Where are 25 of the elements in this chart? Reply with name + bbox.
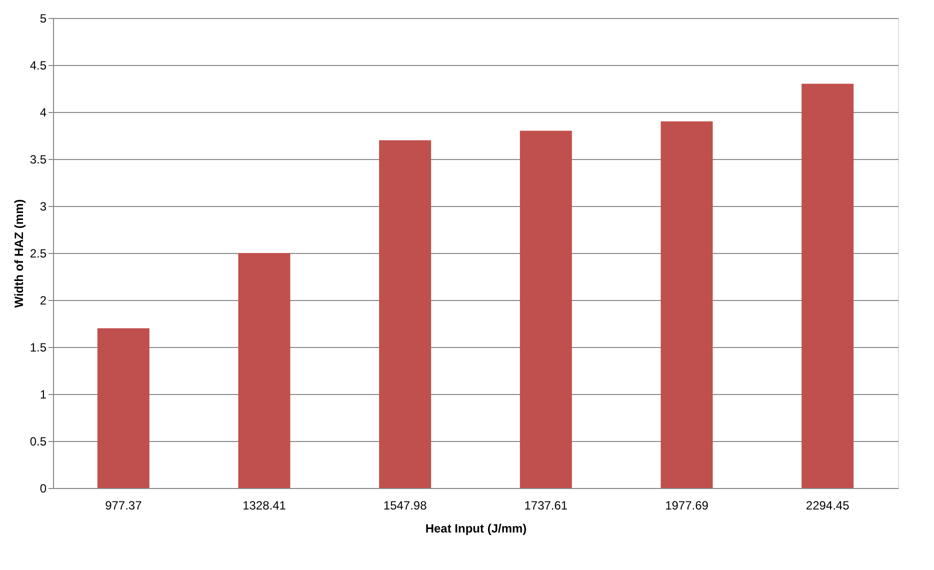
y-tick-label: 2 <box>40 294 47 308</box>
x-tick-label: 1977.69 <box>665 498 709 512</box>
bar <box>520 130 572 488</box>
y-tick-label: 0 <box>40 482 47 496</box>
x-tick-label: 2294.45 <box>806 498 850 512</box>
x-tick-label: 977.37 <box>105 498 142 512</box>
x-tick-label: 1737.61 <box>524 498 568 512</box>
y-tick-label: 4 <box>40 106 47 120</box>
y-tick-label: 1.5 <box>30 340 47 354</box>
y-tick-label: 1 <box>40 388 47 402</box>
y-tick-label: 5 <box>40 12 47 26</box>
bar <box>379 140 432 488</box>
bar <box>238 253 290 488</box>
y-tick-label: 3 <box>40 200 47 214</box>
bar <box>802 84 854 488</box>
bar <box>660 121 713 488</box>
y-tick-label: 0.5 <box>30 434 47 448</box>
y-axis-title: Width of HAZ (mm) <box>12 199 26 308</box>
y-tick-label: 2.5 <box>30 246 47 260</box>
x-axis-title: Heat Input (J/mm) <box>425 522 527 536</box>
y-tick-label: 3.5 <box>30 152 47 166</box>
x-tick-label: 1547.98 <box>383 498 428 512</box>
bar <box>97 328 150 488</box>
x-tick-label: 1328.41 <box>242 498 286 512</box>
y-tick-label: 4.5 <box>30 58 47 72</box>
